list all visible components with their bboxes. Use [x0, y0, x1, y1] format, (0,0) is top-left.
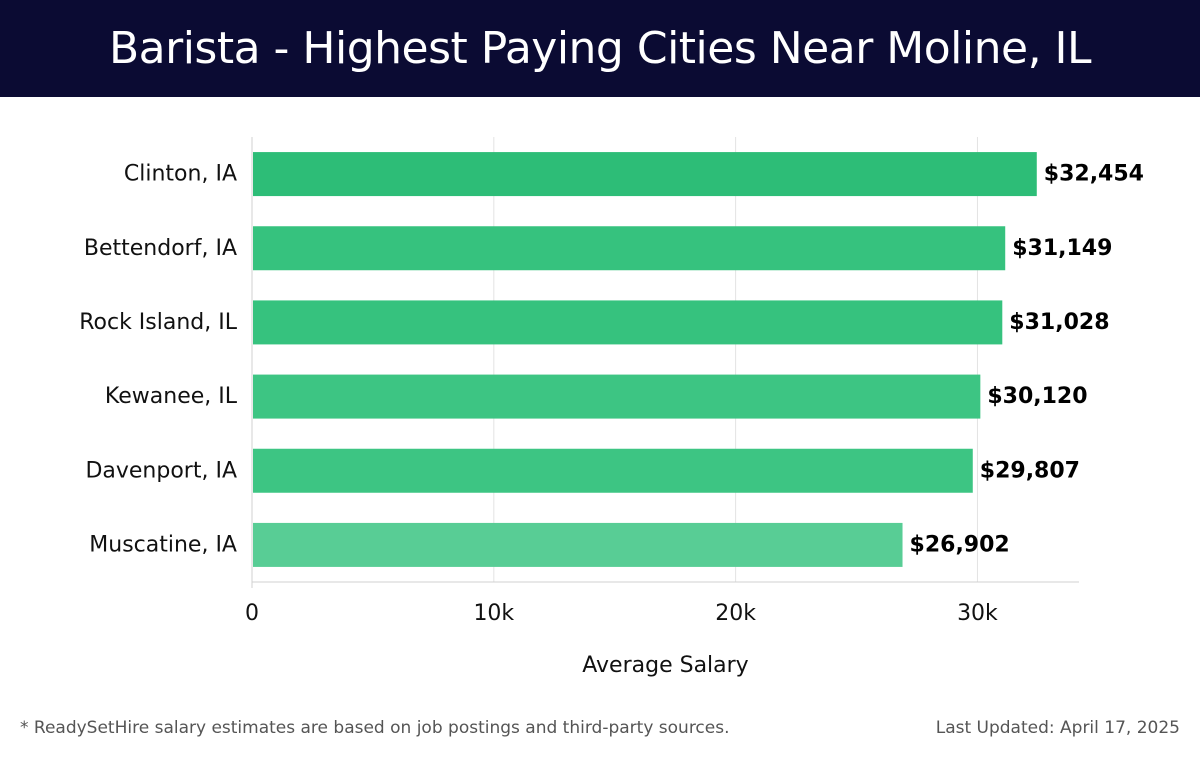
category-label: Rock Island, IL	[79, 310, 238, 335]
x-axis-title: Average Salary	[582, 653, 748, 678]
category-label: Kewanee, IL	[105, 384, 238, 409]
bar	[253, 226, 1006, 271]
x-tick-label: 0	[245, 601, 259, 626]
footer-note: * ReadySetHire salary estimates are base…	[20, 718, 730, 738]
x-tick-label: 30k	[957, 601, 998, 626]
bar	[253, 152, 1037, 197]
category-label: Clinton, IA	[124, 162, 237, 187]
value-label: $31,028	[1009, 310, 1109, 335]
bar-chart: Clinton, IA $32,454 Bettendorf, IA $31,149 R…	[79, 137, 1144, 678]
value-label: $31,149	[1012, 236, 1112, 261]
value-label: $30,120	[987, 384, 1087, 409]
last-updated: Last Updated: April 17, 2025	[935, 718, 1180, 738]
page-title: Barista - Highest Paying Cities Near Mol…	[108, 23, 1092, 74]
bar	[253, 448, 973, 493]
header-banner: Barista - Highest Paying Cities Near Mol…	[0, 0, 1200, 97]
value-label: $26,902	[910, 532, 1010, 557]
x-tick-label: 20k	[715, 601, 756, 626]
bar	[253, 300, 1003, 345]
category-label: Bettendorf, IA	[84, 236, 237, 261]
category-label: Davenport, IA	[85, 458, 237, 483]
category-label: Muscatine, IA	[89, 532, 237, 557]
value-label: $32,454	[1044, 162, 1144, 187]
value-label: $29,807	[980, 458, 1080, 483]
bar	[253, 522, 903, 567]
bar	[253, 374, 981, 419]
x-tick-label: 10k	[473, 601, 514, 626]
